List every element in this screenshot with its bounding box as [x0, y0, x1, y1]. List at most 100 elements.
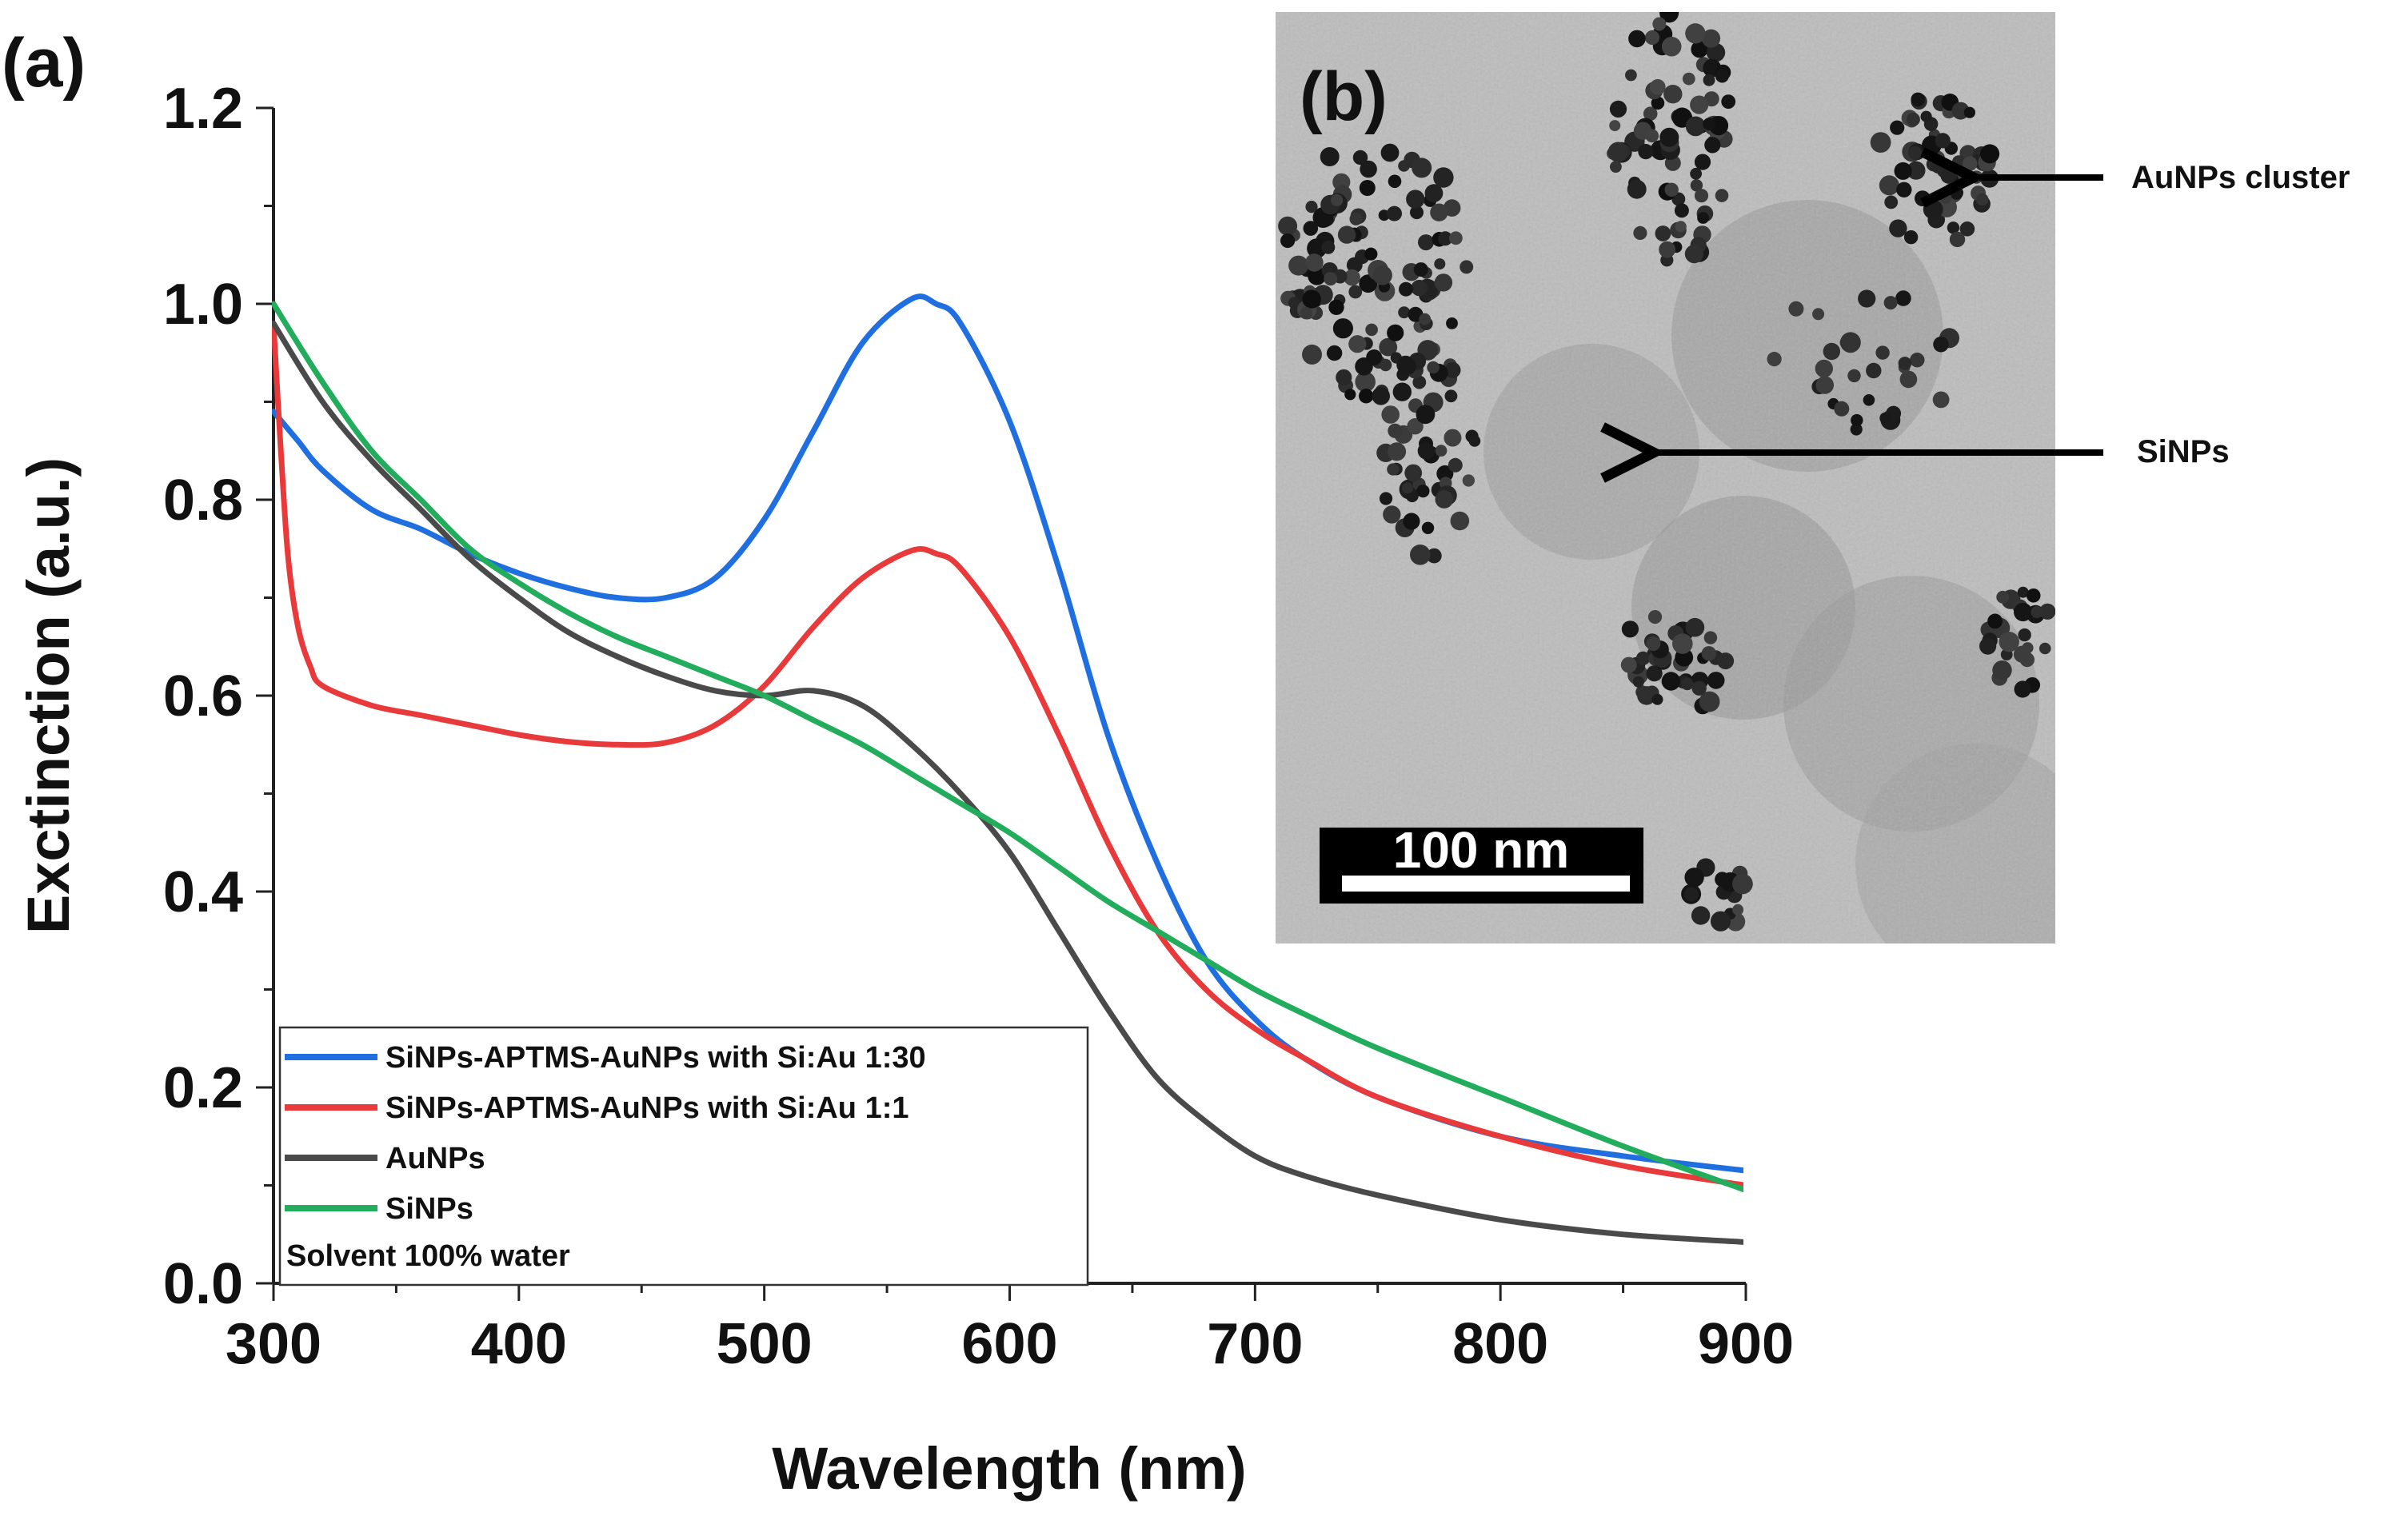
gold-nanoparticle: [1348, 285, 1363, 299]
gold-nanoparticle: [1387, 442, 1407, 461]
gold-nanoparticle: [1444, 429, 1462, 447]
y-tick-label: 0.4: [163, 860, 243, 924]
gold-nanoparticle: [1652, 17, 1667, 31]
scale-bar-line: [1342, 876, 1630, 892]
gold-nanoparticle: [1890, 120, 1905, 135]
gold-nanoparticle: [1418, 234, 1434, 251]
gold-nanoparticle: [1646, 665, 1663, 682]
gold-nanoparticle: [1949, 186, 1963, 200]
gold-nanoparticle: [1823, 342, 1840, 361]
gold-nanoparticle: [1383, 505, 1401, 524]
gold-nanoparticle: [1402, 482, 1413, 494]
gold-nanoparticle: [1609, 100, 1627, 118]
gold-nanoparticle: [1444, 389, 1458, 403]
gold-nanoparticle: [1348, 335, 1367, 353]
gold-nanoparticle: [1883, 296, 1898, 310]
gold-nanoparticle: [1360, 160, 1377, 178]
gold-nanoparticle: [1379, 358, 1392, 372]
gold-nanoparticle: [1300, 307, 1312, 319]
gold-nanoparticle: [1621, 620, 1639, 638]
gold-nanoparticle: [1278, 216, 1298, 236]
series-line-2: [272, 321, 1743, 1188]
gold-nanoparticle: [1430, 203, 1448, 221]
gold-nanoparticle: [1387, 324, 1404, 341]
gold-nanoparticle: [1388, 174, 1402, 189]
y-tick-label: 0.8: [163, 469, 243, 533]
gold-nanoparticle: [1703, 118, 1716, 131]
gold-nanoparticle: [1609, 120, 1621, 132]
gold-nanoparticle: [1976, 193, 1989, 206]
gold-nanoparticle: [1412, 375, 1427, 389]
gold-nanoparticle: [1305, 253, 1324, 272]
y-tick-label: 1.0: [163, 273, 243, 337]
gold-nanoparticle: [1721, 94, 1736, 109]
gold-nanoparticle: [1707, 672, 1725, 689]
gold-nanoparticle: [1427, 361, 1440, 374]
gold-nanoparticle: [1732, 873, 1753, 895]
gold-nanoparticle: [1438, 231, 1453, 246]
gold-nanoparticle: [1694, 189, 1709, 203]
gold-nanoparticle: [1788, 301, 1804, 317]
gold-nanoparticle: [1302, 344, 1322, 365]
panel-b-label: (b): [1300, 58, 1388, 135]
gold-nanoparticle: [1381, 405, 1400, 424]
gold-nanoparticle: [1288, 255, 1309, 276]
gold-nanoparticle: [2022, 642, 2034, 654]
gold-nanoparticle: [1949, 231, 1966, 248]
gold-nanoparticle: [1645, 129, 1659, 143]
gold-nanoparticle: [1996, 590, 2010, 604]
gold-nanoparticle: [1935, 133, 1951, 149]
gold-nanoparticle: [1732, 904, 1744, 916]
gold-nanoparticle: [1940, 167, 1957, 184]
gold-nanoparticle: [1436, 465, 1454, 482]
gold-nanoparticle: [1715, 69, 1729, 83]
gold-nanoparticle: [1680, 677, 1694, 691]
gold-nanoparticle: [1352, 150, 1368, 166]
gold-nanoparticle: [1933, 336, 1949, 353]
gold-nanoparticle: [1433, 167, 1454, 188]
x-tick-label: 800: [1452, 1312, 1548, 1376]
gold-nanoparticle: [1406, 190, 1425, 209]
gold-nanoparticle: [1412, 158, 1432, 178]
gold-nanoparticle: [1435, 445, 1448, 457]
extinction-chart: 300 400 500 600 700 800 900 0.0 0.2 0.4 0.6 0.8 1.0 1…: [15, 77, 1794, 1502]
gold-nanoparticle: [1703, 74, 1715, 86]
gold-nanoparticle: [1898, 357, 1912, 370]
gold-nanoparticle: [1987, 613, 2003, 629]
gold-nanoparticle: [1691, 680, 1707, 696]
chart-tick-labels: 300 400 500 600 700 800 900 0.0 0.2 0.4 0.6 0.8 1.0 1…: [163, 77, 1794, 1376]
gold-nanoparticle: [1392, 382, 1412, 401]
series-line-3: [272, 321, 1743, 1245]
gold-nanoparticle: [1659, 127, 1679, 147]
gold-nanoparticle: [1697, 212, 1710, 224]
gold-nanoparticle: [1404, 464, 1423, 482]
gold-nanoparticle: [1331, 193, 1344, 206]
gold-nanoparticle: [1863, 394, 1875, 406]
gold-nanoparticle: [1398, 306, 1411, 319]
gold-nanoparticle: [1448, 457, 1463, 473]
y-tick-label: 0.0: [163, 1252, 243, 1316]
gold-nanoparticle: [1979, 637, 1997, 655]
gold-nanoparticle: [1633, 225, 1647, 240]
gold-nanoparticle: [1305, 201, 1318, 213]
gold-nanoparticle: [1646, 636, 1661, 652]
gold-nanoparticle: [1303, 221, 1319, 236]
x-tick-label: 400: [471, 1312, 567, 1376]
gold-nanoparticle: [1413, 262, 1428, 277]
gold-nanoparticle: [1355, 371, 1376, 393]
gold-nanoparticle: [1337, 225, 1356, 244]
gold-nanoparticle: [1450, 511, 1470, 531]
gold-nanoparticle: [1421, 521, 1435, 534]
gold-nanoparticle: [1372, 387, 1390, 405]
series-line-4: [272, 301, 1743, 1193]
gold-nanoparticle: [1674, 203, 1689, 218]
gold-nanoparticle: [1643, 106, 1658, 121]
gold-nanoparticle: [1610, 161, 1622, 174]
gold-nanoparticle: [1397, 357, 1416, 376]
gold-nanoparticle: [1468, 435, 1481, 447]
gold-nanoparticle: [1407, 418, 1424, 435]
gold-nanoparticle: [2031, 605, 2043, 619]
gold-nanoparticle: [1625, 69, 1637, 82]
x-tick-label: 900: [1698, 1312, 1794, 1376]
gold-nanoparticle: [1963, 106, 1975, 118]
